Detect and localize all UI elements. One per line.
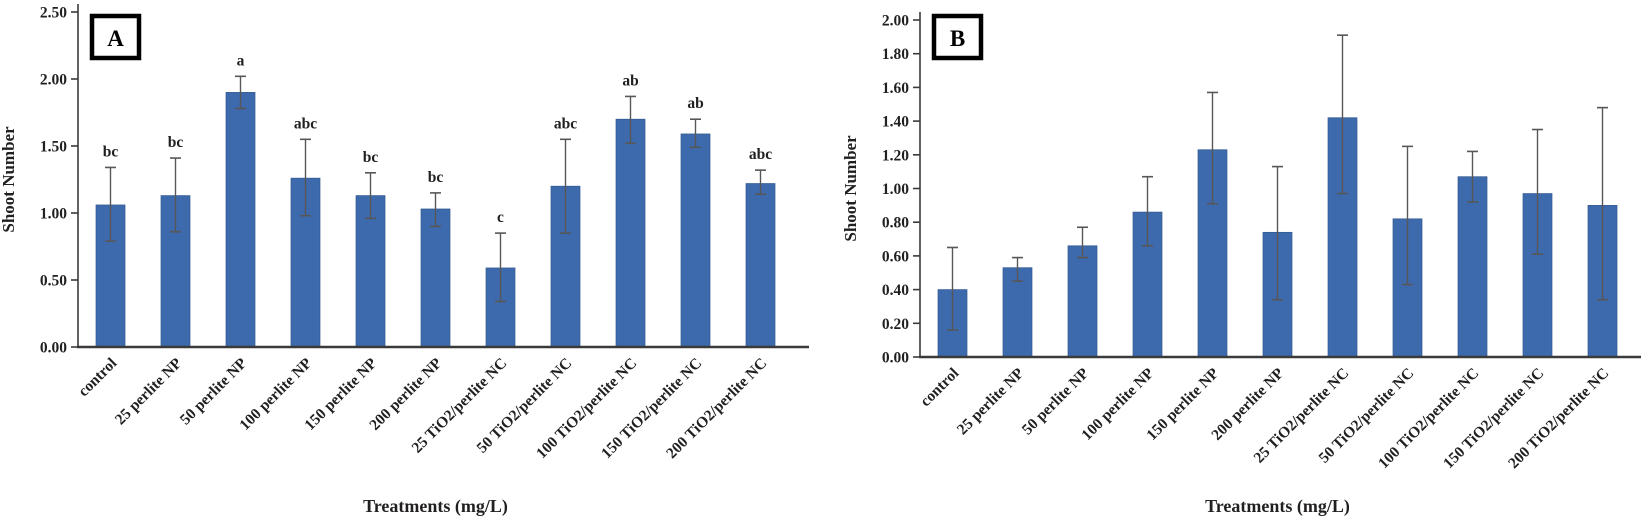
y-tick-label: 0.60 (882, 248, 909, 265)
panel-label: A (107, 26, 124, 51)
x-category-label: 25 perlite NP (954, 364, 1028, 438)
y-tick-label: 1.00 (40, 206, 67, 223)
panel-label-box (931, 13, 984, 61)
y-tick-label: 0.20 (882, 316, 909, 333)
y-tick-label: 2.00 (882, 13, 909, 30)
bar (225, 92, 256, 348)
y-axis-title: Shoot Number (841, 135, 860, 242)
x-category-label: control (75, 354, 121, 400)
significance-letter: ab (687, 95, 703, 112)
y-tick-label: 0.80 (882, 215, 909, 232)
significance-letter: bc (363, 149, 379, 166)
bar (615, 118, 646, 348)
y-tick-label: 1.00 (882, 181, 909, 198)
significance-letter: bc (168, 134, 184, 151)
significance-letter: abc (749, 146, 772, 163)
significance-letter: bc (428, 169, 444, 186)
y-tick-label: 1.50 (40, 139, 67, 156)
bar (680, 133, 711, 348)
significance-letter: abc (294, 115, 317, 132)
panel-label-box (89, 13, 142, 61)
y-tick-label: 2.50 (40, 5, 67, 22)
bar (1002, 267, 1033, 358)
bar (355, 195, 386, 348)
significance-letter: bc (103, 143, 119, 160)
y-tick-label: 1.60 (882, 80, 909, 97)
chart-panel-b: 0.00 0.20 0.40 0.60 0.80 1.00 1.20 1.40 1.60 1.80… (822, 0, 1645, 530)
x-category-label: control (917, 364, 963, 410)
y-tick-label: 0.00 (882, 350, 909, 367)
y-tick-label: 1.40 (882, 114, 909, 131)
y-tick-label: 0.00 (40, 340, 67, 357)
bar-chart-b: 0.00 0.20 0.40 0.60 0.80 1.00 1.20 1.40 1.60 1.80… (841, 12, 1641, 517)
y-tick-label: 1.80 (882, 46, 909, 63)
significance-letter: c (497, 209, 504, 226)
bar (1457, 176, 1488, 358)
y-tick-label: 2.00 (40, 72, 67, 89)
y-axis-title: Shoot Number (0, 126, 18, 233)
x-axis-title: Treatments (mg/L) (1205, 496, 1350, 517)
bar (1067, 245, 1098, 358)
bar (745, 183, 776, 348)
x-axis-title: Treatments (mg/L) (363, 496, 508, 517)
significance-letter: a (237, 52, 245, 69)
x-category-label: 25 perlite NP (112, 354, 186, 428)
y-tick-label: 0.50 (40, 273, 67, 290)
panel-label: B (950, 26, 965, 51)
y-tick-label: 0.40 (882, 282, 909, 299)
significance-letter: ab (622, 72, 638, 89)
significance-letter: abc (554, 115, 577, 132)
y-tick-label: 1.20 (882, 147, 909, 164)
bar-chart-a: 0.00 0.50 1.00 1.50 2.00 2.50 Shoot Number bc co… (0, 4, 809, 517)
bar (420, 208, 451, 348)
chart-panel-a: 0.00 0.50 1.00 1.50 2.00 2.50 Shoot Number bc co… (0, 0, 822, 530)
